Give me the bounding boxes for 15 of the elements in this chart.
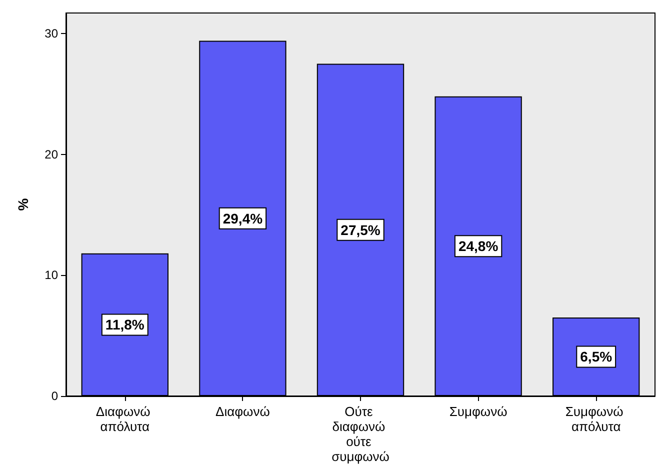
data-label: 11,8% — [105, 316, 145, 333]
data-label: 29,4% — [222, 210, 264, 226]
data-label: 27,5% — [340, 222, 381, 238]
x-tick-label: Ούτε διαφωνώ ούτε συμφωνώ — [332, 404, 390, 464]
y-tick-label: 30 — [44, 26, 58, 41]
data-label: 6,5% — [580, 348, 613, 365]
x-tick-label: Συμφωνώ — [449, 404, 508, 419]
x-tick-label: Διαφωνώ απόλυτα — [96, 404, 154, 434]
y-axis-title: % — [15, 198, 31, 211]
x-tick-label: Συμφωνώ απόλυτα — [565, 404, 627, 434]
data-label: 24,8% — [458, 238, 499, 254]
x-tick-label: Διαφωνώ — [216, 404, 270, 419]
y-tick-label: 0 — [51, 389, 58, 403]
y-tick-label: 10 — [44, 268, 58, 282]
y-tick-label: 20 — [44, 147, 58, 162]
